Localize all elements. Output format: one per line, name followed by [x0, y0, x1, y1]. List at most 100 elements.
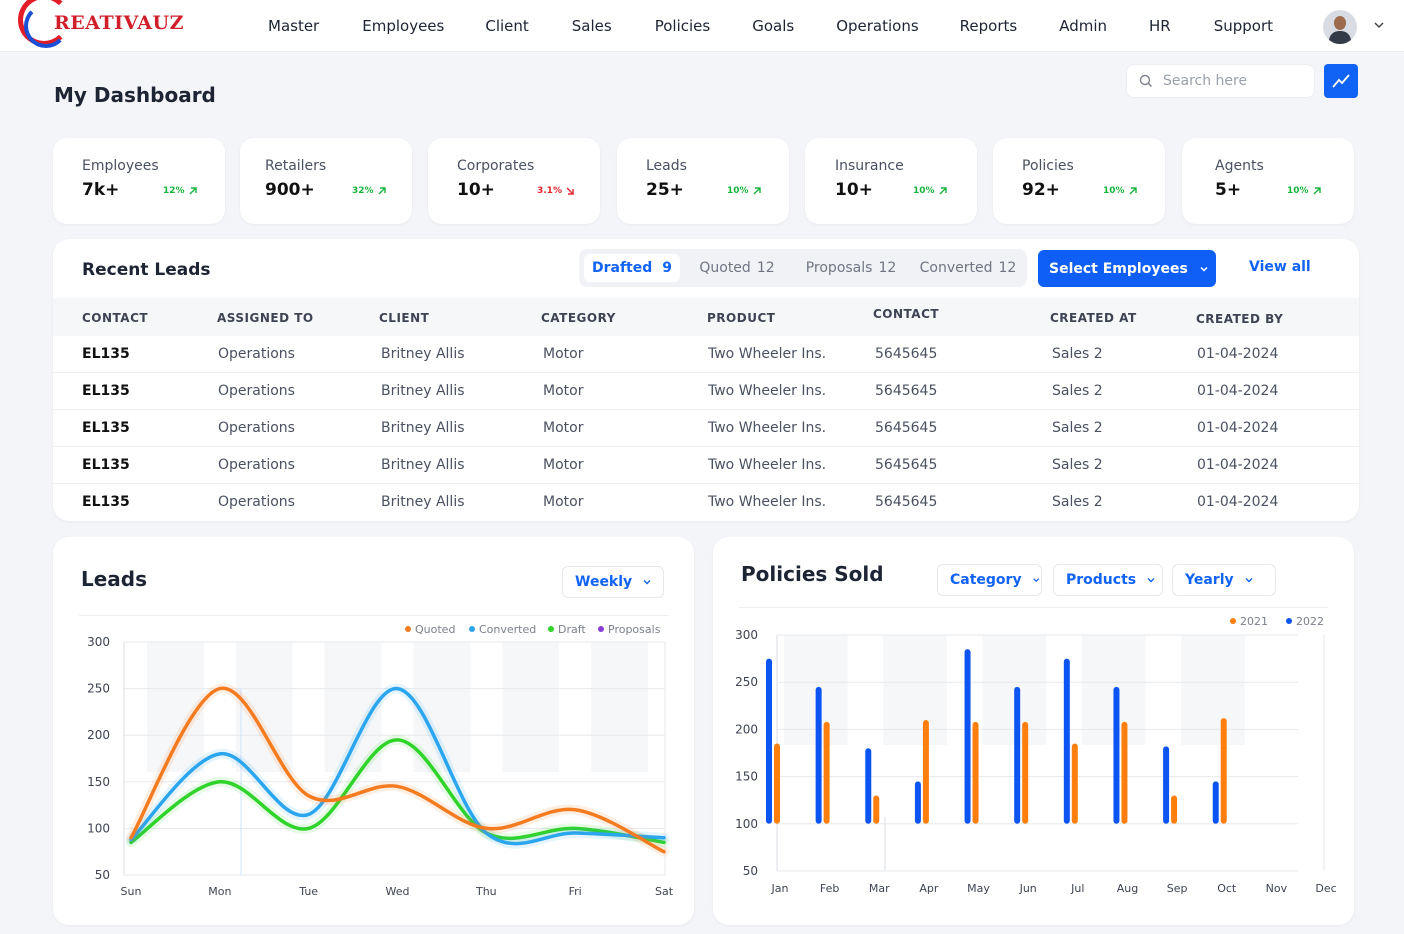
stat-value: 25+ — [646, 180, 684, 200]
select-employees-dropdown[interactable]: Select Employees — [1038, 250, 1216, 287]
period-dropdown[interactable]: Weekly — [562, 566, 664, 598]
table-row[interactable]: EL135 Operations Britney Allis Motor Two… — [53, 336, 1359, 373]
bar-2022 — [1163, 746, 1170, 824]
column-header-product[interactable]: PRODUCT — [707, 311, 776, 325]
nav-item-admin[interactable]: Admin — [1059, 17, 1108, 35]
stat-delta: 10% — [1103, 186, 1138, 196]
nav-item-client[interactable]: Client — [485, 17, 529, 35]
series-line-glow-converted — [126, 683, 669, 849]
stat-delta-value: 10% — [1287, 186, 1309, 196]
nav-item-sales[interactable]: Sales — [571, 17, 612, 35]
tab-drafted[interactable]: Drafted 9 — [584, 254, 680, 282]
stat-card-retailers[interactable]: Retailers 900+ 32% — [240, 138, 412, 224]
cell-contact-number: 5645645 — [875, 420, 938, 436]
legend-marker-2022 — [1286, 618, 1292, 624]
cell-created-at: Sales 2 — [1052, 494, 1103, 510]
x-tick-label: Sep — [1167, 882, 1188, 895]
recent-leads-title: Recent Leads — [82, 260, 211, 280]
bar-2022 — [914, 781, 921, 824]
column-header-created-by[interactable]: CREATED BY — [1196, 312, 1284, 326]
cell-contact: EL135 — [82, 494, 130, 510]
bar-2021 — [873, 795, 880, 824]
nav-item-employees[interactable]: Employees — [362, 17, 445, 35]
search-icon — [1139, 74, 1152, 87]
nav-item-policies[interactable]: Policies — [654, 17, 711, 35]
main-nav: Master Employees Client Sales Policies G… — [250, 0, 1273, 52]
y-tick-label: 250 — [735, 675, 758, 689]
nav-item-goals[interactable]: Goals — [752, 17, 795, 35]
user-avatar[interactable] — [1323, 10, 1357, 44]
stat-card-corporates[interactable]: Corporates 10+ 3.1% — [428, 138, 600, 224]
table-row[interactable]: EL135 Operations Britney Allis Motor Two… — [53, 373, 1359, 410]
bar-2022 — [815, 686, 822, 824]
page-title: My Dashboard — [54, 83, 216, 107]
tab-converted[interactable]: Converted 12 — [913, 254, 1023, 282]
category-dropdown[interactable]: Category — [937, 564, 1042, 596]
cell-assigned-to: Operations — [218, 494, 295, 510]
cell-client: Britney Allis — [381, 457, 465, 473]
bar-2021 — [1220, 718, 1227, 824]
column-header-contact-number[interactable]: CONTACT — [873, 307, 940, 321]
cell-contact: EL135 — [82, 420, 130, 436]
legend-marker-quoted — [405, 626, 411, 632]
chart-bg-band — [235, 642, 293, 772]
nav-item-support[interactable]: Support — [1213, 17, 1274, 35]
view-all-link[interactable]: View all — [1249, 259, 1311, 275]
search-input[interactable] — [1163, 73, 1303, 89]
x-tick-label: Wed — [386, 885, 410, 898]
nav-item-reports[interactable]: Reports — [959, 17, 1018, 35]
stat-label: Corporates — [457, 158, 535, 174]
column-header-category[interactable]: CATEGORY — [541, 311, 616, 325]
y-tick-label: 150 — [735, 770, 758, 784]
table-row[interactable]: EL135 Operations Britney Allis Motor Two… — [53, 410, 1359, 447]
stat-card-employees[interactable]: Employees 7k+ 12% — [53, 138, 225, 224]
tab-quoted[interactable]: Quoted 12 — [687, 254, 787, 282]
bar-2021 — [774, 743, 780, 824]
stat-delta: 10% — [727, 186, 762, 196]
stat-delta: 12% — [163, 186, 198, 196]
column-header-assigned-to[interactable]: ASSIGNED TO — [217, 311, 314, 325]
chart-bg-band — [591, 642, 648, 772]
products-dropdown[interactable]: Products — [1053, 564, 1163, 596]
yearly-dropdown[interactable]: Yearly — [1172, 564, 1276, 596]
nav-item-operations[interactable]: Operations — [836, 17, 919, 35]
column-header-created-at[interactable]: CREATED AT — [1050, 311, 1137, 325]
category-dropdown-label: Category — [950, 572, 1022, 588]
legend-label-quoted: Quoted — [415, 623, 455, 636]
chevron-down-icon[interactable] — [1372, 18, 1386, 32]
yearly-dropdown-label: Yearly — [1185, 572, 1234, 588]
chart-bg-band — [1181, 635, 1245, 745]
search-box[interactable] — [1126, 64, 1315, 98]
stat-delta: 32% — [352, 186, 387, 196]
stat-card-insurance[interactable]: Insurance 10+ 10% — [805, 138, 977, 224]
tab-count: 12 — [756, 260, 775, 276]
cell-product: Two Wheeler Ins. — [708, 346, 827, 362]
tab-label: Proposals — [805, 260, 873, 276]
stat-card-leads[interactable]: Leads 25+ 10% — [617, 138, 789, 224]
bar-2021 — [1071, 743, 1078, 824]
brand-logo[interactable]: REATIVAUZ — [14, 0, 244, 50]
tab-label: Drafted — [591, 260, 653, 276]
column-header-contact[interactable]: CONTACT — [82, 311, 149, 325]
policies-bar-chart: 50 100 150 200 250 300 Jan Feb Mar Apr May Jun Jul Au… — [735, 615, 1337, 895]
cell-category: Motor — [543, 346, 584, 362]
legend-label-2022: 2022 — [1296, 615, 1324, 628]
table-row[interactable]: EL135 Operations Britney Allis Motor Two… — [53, 447, 1359, 484]
x-tick-label: Oct — [1217, 882, 1237, 895]
nav-item-master[interactable]: Master — [268, 17, 320, 35]
nav-item-hr[interactable]: HR — [1149, 17, 1171, 35]
bar-2021 — [823, 721, 830, 824]
select-employees-label: Select Employees — [1049, 260, 1188, 277]
table-row[interactable]: EL135 Operations Britney Allis Motor Two… — [53, 484, 1359, 521]
stat-card-policies[interactable]: Policies 92+ 10% — [993, 138, 1165, 224]
x-tick-label: Jun — [1019, 882, 1037, 895]
stat-card-agents[interactable]: Agents 5+ 10% — [1182, 138, 1354, 224]
chart-bg-band — [502, 642, 560, 772]
x-tick-label: Nov — [1266, 882, 1288, 895]
tab-proposals[interactable]: Proposals 12 — [793, 254, 909, 282]
column-header-client[interactable]: CLIENT — [379, 311, 430, 325]
analytics-button[interactable] — [1324, 64, 1358, 98]
divider — [79, 615, 668, 616]
stat-value: 5+ — [1215, 180, 1242, 200]
series-line-quoted — [129, 686, 666, 854]
